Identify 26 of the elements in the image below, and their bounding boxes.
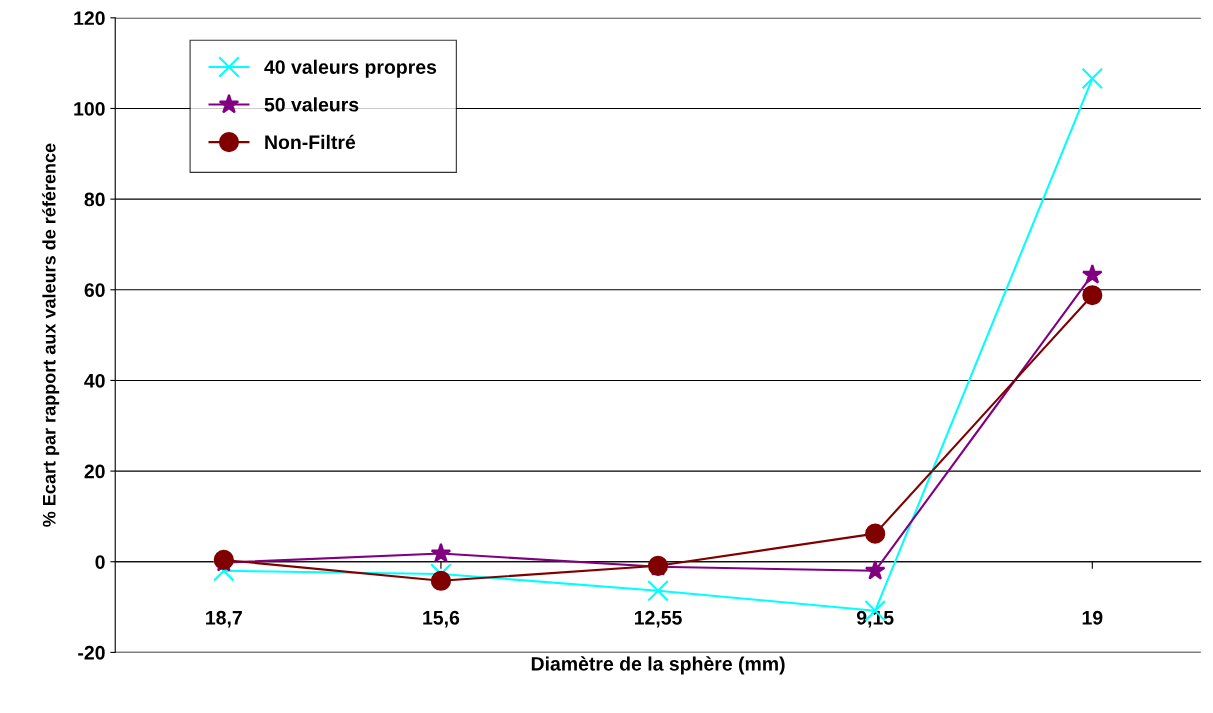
x-axis-title: Diamètre de la sphère (mm)	[531, 656, 785, 675]
x-tick-label: 12,55	[634, 610, 682, 628]
point	[1082, 285, 1103, 306]
point	[647, 579, 669, 602]
point	[430, 570, 451, 591]
x-tick-label: 9,15	[856, 610, 894, 628]
y-tick-label: 80	[84, 192, 105, 207]
point	[1082, 264, 1103, 284]
legend-label: 40 valeurs propres	[264, 59, 437, 78]
point	[864, 560, 886, 580]
y-tick-label: 20	[84, 464, 105, 479]
x-tick-label: 15,6	[423, 610, 460, 628]
y-tick-label: -20	[78, 645, 105, 660]
legend-label: 50 valeurs	[264, 97, 359, 112]
x-tick-label: 19	[1082, 610, 1103, 625]
point	[430, 542, 452, 563]
y-tick-label: 0	[95, 555, 105, 569]
y-tick-label: 60	[84, 283, 105, 298]
legend-label: Non-Filtré	[265, 134, 356, 150]
y-axis-title: % Ecart par rapport aux valeurs de référence	[42, 143, 60, 527]
point	[1081, 67, 1104, 90]
y-tick-label: 120	[74, 11, 105, 26]
y-tick-label: 100	[74, 101, 105, 116]
y-tick-label: 40	[84, 373, 105, 388]
point	[865, 523, 886, 544]
x-tick-label: 18,7	[206, 610, 242, 628]
